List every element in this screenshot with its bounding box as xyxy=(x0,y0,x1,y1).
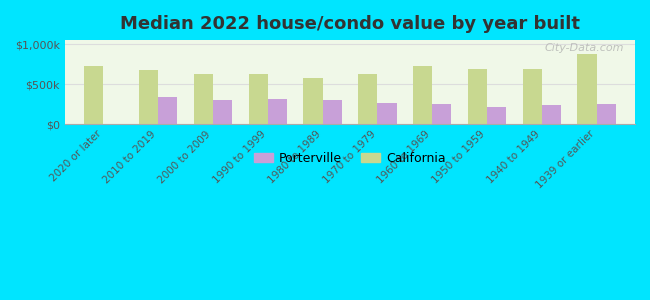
Legend: Porterville, California: Porterville, California xyxy=(249,147,450,170)
Bar xyxy=(577,55,597,124)
Bar xyxy=(158,97,177,124)
Bar xyxy=(213,100,232,124)
Bar xyxy=(378,103,396,124)
Bar xyxy=(468,69,487,124)
Bar xyxy=(487,107,506,124)
Bar xyxy=(84,67,103,124)
Bar xyxy=(194,74,213,124)
Bar xyxy=(268,99,287,124)
Bar xyxy=(523,69,542,124)
Bar xyxy=(322,100,342,124)
Bar xyxy=(139,70,158,124)
Bar xyxy=(304,78,322,124)
Bar xyxy=(248,74,268,124)
Text: City-Data.com: City-Data.com xyxy=(544,43,623,52)
Bar xyxy=(358,74,378,124)
Bar xyxy=(542,105,561,124)
Title: Median 2022 house/condo value by year built: Median 2022 house/condo value by year bu… xyxy=(120,15,580,33)
Bar xyxy=(432,104,451,124)
Bar xyxy=(413,67,432,124)
Bar xyxy=(597,104,616,124)
